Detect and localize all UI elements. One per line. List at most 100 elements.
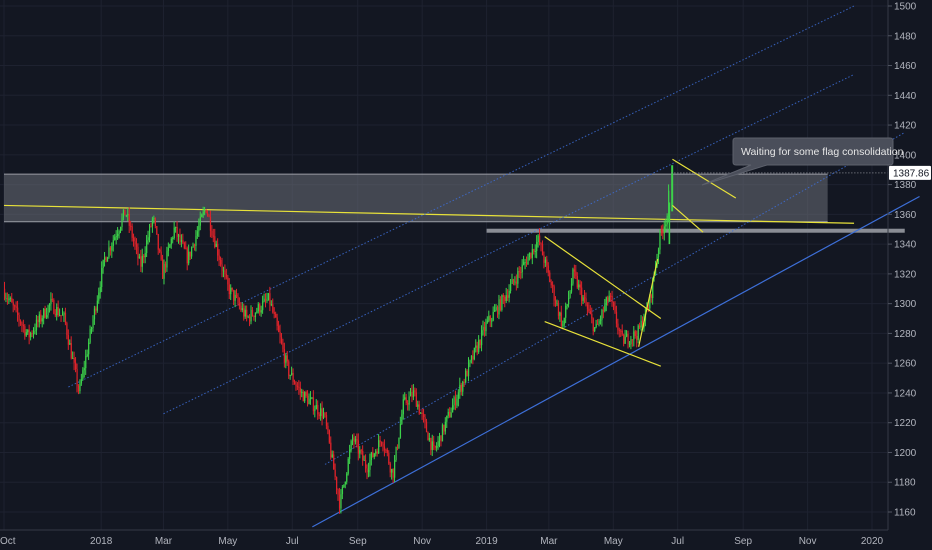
candle-body [362, 451, 364, 461]
candle-body [527, 257, 529, 265]
candle-body [349, 450, 351, 459]
candle-body [31, 332, 33, 334]
candle-body [276, 317, 278, 326]
candle-body [301, 391, 303, 393]
candle-body [454, 397, 457, 406]
candle-body [254, 312, 257, 318]
candle-body [192, 244, 194, 248]
candle-body [565, 305, 567, 318]
candle-body [269, 293, 271, 305]
candle-body [18, 314, 20, 321]
candle-body [266, 300, 268, 302]
candle-body [121, 217, 123, 228]
annotation-overlay [544, 158, 888, 367]
candle-body [410, 391, 412, 397]
breakout-line [638, 258, 659, 347]
candle-body [44, 308, 46, 318]
candle-body [520, 271, 522, 273]
candle-body [417, 404, 419, 407]
candle-body [528, 252, 531, 258]
candle-body [265, 298, 267, 301]
candle-body [170, 238, 172, 245]
price-tick-label: 1380 [894, 180, 917, 191]
wedge-lower [544, 320, 662, 367]
candle-body [356, 438, 358, 441]
candle-body [298, 386, 300, 388]
candle-body [263, 298, 265, 302]
candle-body [114, 237, 116, 241]
candle-body [63, 312, 65, 315]
candle-body [172, 238, 174, 240]
price-axis[interactable]: 1160 1180 1200 1220 1240 1260 1280 1300 1320 1340… [887, 0, 917, 530]
candle-body [166, 250, 168, 268]
candle-body [233, 289, 235, 301]
candle-body [73, 358, 75, 363]
price-tick-label: 1240 [894, 388, 917, 399]
candle-body [610, 295, 612, 297]
candle-body [414, 390, 416, 393]
candle-body [48, 304, 51, 306]
candle-body [82, 370, 84, 380]
candle-body [4, 288, 6, 299]
candle-body [395, 447, 397, 461]
candle-body [259, 304, 261, 313]
candle-body [469, 360, 471, 363]
candle-body [321, 408, 323, 418]
candle-body [398, 437, 400, 448]
last-price-badge [889, 165, 931, 180]
candle-body [608, 295, 610, 302]
candle-body [589, 311, 591, 314]
candle-body [89, 328, 91, 343]
candle-body [224, 270, 226, 274]
candle-body [581, 287, 583, 301]
candle-body [620, 330, 622, 332]
candle-body [153, 218, 155, 220]
candle-body [43, 308, 45, 319]
candle-body [584, 297, 586, 299]
candle-body [130, 225, 132, 227]
candle-body [549, 272, 551, 283]
candle-body [556, 303, 558, 305]
candle-body [93, 308, 96, 320]
candle-body [430, 437, 432, 450]
candle-body [652, 278, 654, 299]
candle-body [514, 281, 516, 283]
candle-body [440, 435, 442, 442]
candle-body [156, 225, 158, 235]
time-tick-label: Nov [799, 536, 817, 547]
candle-body [562, 324, 564, 326]
candle-body [191, 247, 193, 257]
price-tick-label: 1320 [894, 269, 917, 280]
candle-body [591, 313, 593, 319]
candle-body [637, 325, 639, 340]
candle-body [315, 404, 317, 410]
candle-body [283, 349, 286, 363]
candle-body [140, 256, 142, 267]
candle-body [318, 414, 320, 417]
time-tick-label: Nov [413, 536, 431, 547]
candle-body [411, 391, 413, 398]
candle-body [291, 372, 293, 376]
candle-body [657, 249, 660, 257]
candle-body [240, 305, 242, 311]
candle-body [633, 331, 635, 340]
candle-body [536, 242, 538, 252]
candle-body [295, 384, 297, 387]
candle-body [146, 240, 148, 254]
candle-body [75, 362, 77, 370]
candle-body [639, 325, 641, 328]
candle-body [106, 257, 109, 262]
candle-body [96, 300, 98, 311]
candle-body [396, 447, 399, 449]
candle-body [9, 298, 11, 300]
candle-body [285, 355, 287, 363]
candle-body [72, 358, 74, 360]
last-price-label: 1387.86 [893, 168, 930, 179]
candle-body [437, 440, 439, 447]
time-axis[interactable]: Oct 2018 Mar May Jul Sep Nov 2019 Mar May Jul Sep No… [0, 529, 888, 547]
candle-body [30, 332, 32, 338]
candle-body [247, 316, 249, 318]
candle-body [465, 370, 467, 383]
candle-body [555, 300, 557, 304]
